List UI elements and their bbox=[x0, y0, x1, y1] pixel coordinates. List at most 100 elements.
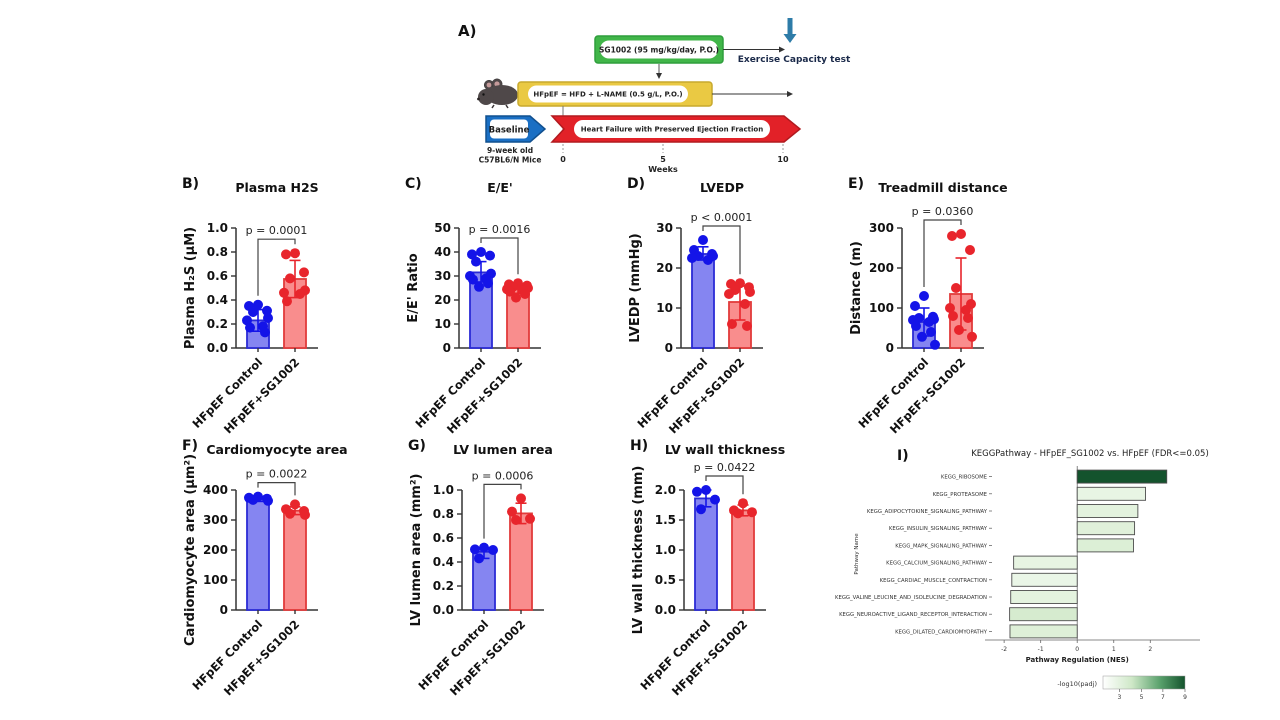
y-tick-label: 40 bbox=[434, 245, 451, 259]
data-point bbox=[248, 307, 258, 317]
p-value-label: p < 0.0001 bbox=[691, 211, 753, 224]
baseline-arrow-inner bbox=[490, 119, 528, 139]
data-point bbox=[698, 235, 708, 245]
data-point bbox=[742, 321, 752, 331]
sg1002-treatment-box: SG1002 (95 mg/kg/day, P.O.) bbox=[594, 35, 724, 64]
data-point bbox=[285, 273, 295, 284]
pathway-bar bbox=[1010, 590, 1078, 604]
data-point bbox=[692, 486, 702, 497]
data-point bbox=[474, 553, 484, 564]
data-point bbox=[281, 249, 291, 260]
panel-letter: I) bbox=[897, 448, 909, 464]
data-point bbox=[479, 542, 489, 553]
bar-chart-svg: F) Cardiomyocyte area 0 100 200 300 400 Cardiom… bbox=[182, 438, 348, 698]
y-tick-label: 0.8 bbox=[433, 507, 454, 521]
y-tick-label: 0.0 bbox=[207, 341, 228, 355]
data-point bbox=[253, 299, 263, 310]
bar-chart-svg: G) LV lumen area 0.0 0.2 0.4 0.6 0.8 1.0 LV lume… bbox=[408, 438, 553, 698]
significance-bracket bbox=[923, 219, 962, 287]
pathway-chart-svg: I) KEGGPathway - HFpEF_SG1002 vs. HFpEF (… bbox=[835, 448, 1209, 701]
chart-title: KEGGPathway - HFpEF_SG1002 vs. HFpEF (FD… bbox=[971, 449, 1209, 459]
exercise-capacity-arrow-icon bbox=[783, 18, 797, 43]
data-point bbox=[300, 509, 310, 520]
x-axis-label: Pathway Regulation (NES) bbox=[1026, 656, 1129, 664]
p-value-label: p = 0.0001 bbox=[246, 224, 308, 237]
chart-title: E/E' bbox=[487, 180, 512, 195]
panel-letter: H) bbox=[630, 438, 648, 454]
pathway-label: KEGG_DILATED_CARDIOMYOPATHY bbox=[895, 629, 988, 635]
bar bbox=[694, 497, 718, 611]
pathway-label: KEGG_RIBOSOME bbox=[941, 475, 988, 481]
data-point bbox=[248, 494, 258, 505]
p-value-label: p = 0.0006 bbox=[472, 469, 534, 482]
bar-chart-svg: H) LV wall thickness 0.0 0.5 1.0 1.5 2.0 LV wal… bbox=[630, 438, 785, 698]
data-point bbox=[911, 321, 921, 331]
y-tick-label: 300 bbox=[869, 221, 894, 235]
hf-banner-label: Heart Failure with Preserved Ejection Fr… bbox=[581, 126, 763, 134]
data-point bbox=[727, 319, 737, 329]
pathway-bar bbox=[1011, 572, 1078, 587]
y-tick-label: 0.5 bbox=[655, 573, 676, 587]
y-tick-label: 1.0 bbox=[433, 483, 454, 497]
data-point bbox=[919, 291, 929, 301]
pathway-label: KEGG_PROTEASOME bbox=[933, 492, 988, 498]
bar bbox=[691, 253, 715, 349]
legend-tick-label: 3 bbox=[1117, 694, 1121, 701]
data-point bbox=[740, 299, 750, 309]
pathway-bar bbox=[1013, 555, 1078, 570]
data-point bbox=[967, 331, 977, 342]
timeline-tick-0: 0 bbox=[560, 155, 566, 164]
data-point bbox=[468, 274, 478, 285]
y-tick-label: 0 bbox=[443, 341, 451, 355]
pathway-label: KEGG_ADIPOCYTOKINE_SIGNALING_PATHWAY bbox=[867, 509, 988, 515]
data-point bbox=[470, 544, 480, 555]
y-tick-label: 0 bbox=[886, 341, 894, 355]
significance-bracket bbox=[702, 225, 741, 275]
y-axis-label: Cardiomyocyte area (µm²) bbox=[183, 454, 198, 646]
y-tick-label: 50 bbox=[434, 221, 451, 235]
pathway-label: KEGG_CALCIUM_SIGNALING_PATHWAY bbox=[886, 561, 988, 567]
data-point bbox=[511, 292, 521, 303]
data-point bbox=[282, 296, 292, 307]
bar bbox=[283, 509, 307, 611]
pathway-bar bbox=[1076, 469, 1168, 484]
data-point bbox=[485, 250, 495, 261]
pathway-bar bbox=[1076, 486, 1146, 501]
y-tick-label: 100 bbox=[869, 301, 894, 315]
data-point bbox=[285, 508, 295, 519]
timeline-tick-10: 10 bbox=[777, 155, 789, 164]
x-tick-label: -1 bbox=[1038, 646, 1044, 653]
x-tick-label: 0 bbox=[1075, 646, 1079, 653]
data-point bbox=[488, 545, 498, 555]
y-tick-label: 200 bbox=[869, 261, 894, 275]
data-point bbox=[507, 506, 517, 517]
x-tick-label: 2 bbox=[1148, 646, 1152, 653]
y-tick-label: 10 bbox=[434, 317, 451, 331]
pathway-label: KEGG_MAPK_SIGNALING_PATHWAY bbox=[895, 543, 987, 549]
bar-chart-svg: B) Plasma H2S 0.0 0.2 0.4 0.6 0.8 1.0 Plasma H₂S… bbox=[182, 176, 319, 436]
y-axis-label: LV lumen area (mm²) bbox=[409, 474, 424, 627]
hf-banner: Heart Failure with Preserved Ejection Fr… bbox=[550, 115, 802, 143]
panel-g-lv-lumen-area: G) LV lumen area 0.0 0.2 0.4 0.6 0.8 1.0 LV lume… bbox=[406, 434, 621, 698]
significance-bracket bbox=[705, 475, 744, 495]
pathway-bar bbox=[1076, 504, 1139, 518]
y-tick-label: 1.0 bbox=[655, 543, 676, 557]
panel-e-treadmill-distance: E) Treadmill distance 0 100 200 300 Distance (… bbox=[846, 172, 1061, 436]
pathway-label: KEGG_VALINE_LEUCINE_AND_ISOLEUCINE_DEGRA… bbox=[835, 595, 987, 601]
timeline-tick-5: 5 bbox=[660, 155, 666, 164]
y-tick-label: 100 bbox=[203, 573, 228, 587]
significance-bracket bbox=[257, 238, 296, 296]
data-point bbox=[525, 513, 535, 524]
y-axis-label: Distance (m) bbox=[849, 241, 864, 335]
sg1002-box-inner bbox=[600, 40, 718, 59]
pathway-label: KEGG_CARDIAC_MUSCLE_CONTRACTION bbox=[880, 578, 987, 584]
data-point bbox=[947, 231, 957, 241]
panel-i-kegg-pathway: I) KEGGPathway - HFpEF_SG1002 vs. HFpEF (… bbox=[835, 440, 1275, 710]
data-point bbox=[299, 267, 309, 278]
pathway-label: KEGG_NEUROACTIVE_LIGAND_RECEPTOR_INTERAC… bbox=[839, 612, 987, 618]
data-point bbox=[687, 253, 697, 263]
panel-h-lv-wall-thickness: H) LV wall thickness 0.0 0.5 1.0 1.5 2.0 LV wal… bbox=[628, 434, 843, 698]
data-point bbox=[951, 283, 961, 293]
y-tick-label: 10 bbox=[656, 301, 673, 315]
